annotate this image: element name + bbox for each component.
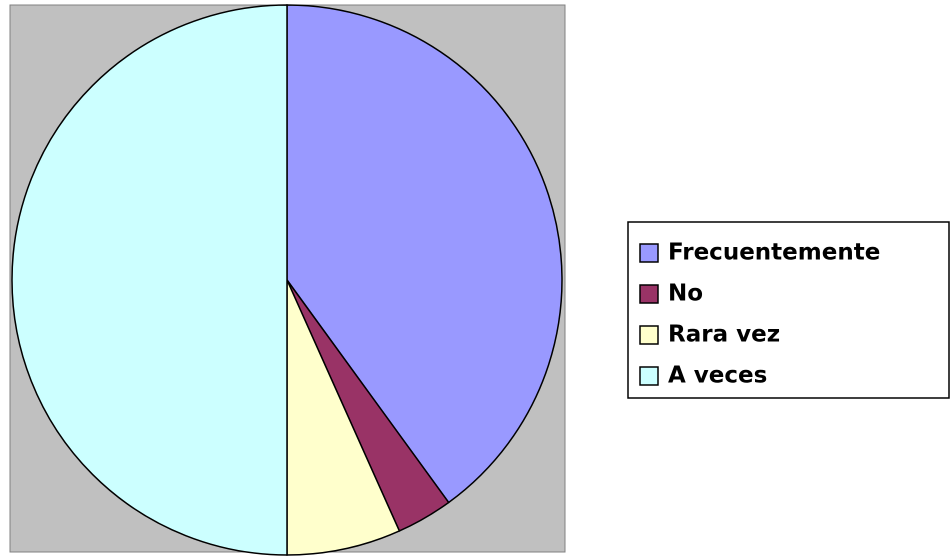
legend-label: Frecuentemente [668,240,880,266]
legend-label: No [668,281,703,307]
legend [627,221,950,399]
pie-slice [11,4,288,556]
legend-swatch [639,243,659,263]
legend-swatch [639,366,659,386]
pie-slice [286,4,563,504]
legend-swatch [639,284,659,304]
legend-label: Rara vez [668,322,780,348]
pie-slice [286,279,401,556]
legend-swatch [639,325,659,345]
legend-label: A veces [668,363,767,389]
